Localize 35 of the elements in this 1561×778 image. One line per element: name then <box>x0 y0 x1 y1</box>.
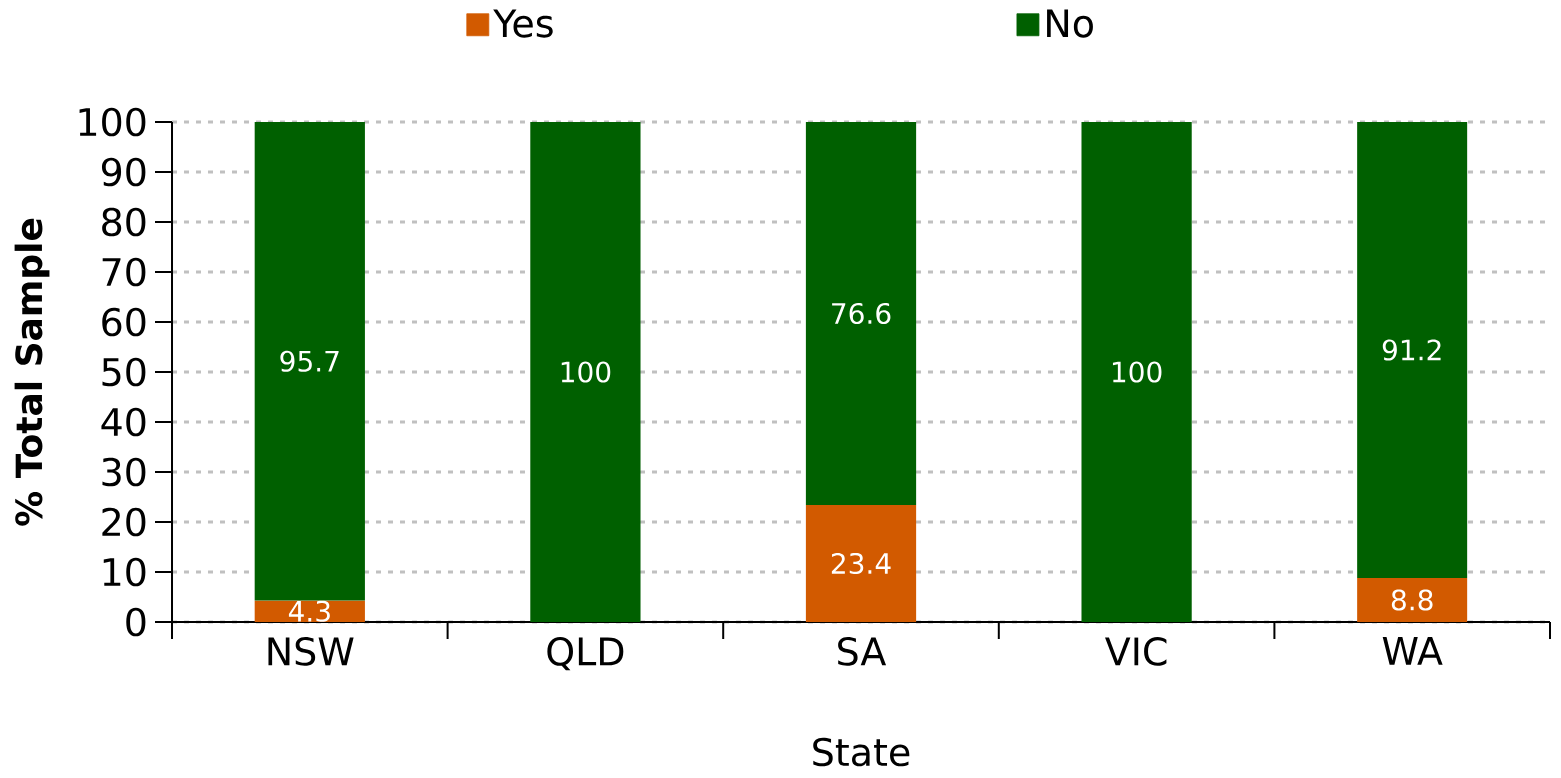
legend-label: No <box>1047 9 1093 38</box>
y-axis-title: % Total Sample <box>14 218 50 526</box>
bar <box>254 122 365 601</box>
bar <box>530 122 641 622</box>
bar <box>1357 578 1468 622</box>
y-tick-label: 0 <box>126 607 146 637</box>
y-tick-label: 20 <box>102 507 146 537</box>
y-tick-label: 30 <box>102 457 146 487</box>
data-label: 4.3 <box>288 600 330 622</box>
data-label: 8.8 <box>1391 589 1433 611</box>
y-tick-label: 10 <box>103 557 146 587</box>
y-tick-label: 100 <box>79 107 146 137</box>
bar <box>1357 122 1468 578</box>
bar <box>805 505 917 622</box>
y-tick-label: 90 <box>101 157 146 187</box>
data-label: 100 <box>1112 361 1162 383</box>
data-label: 76.6 <box>832 302 891 325</box>
x-tick-label: VIC <box>1105 637 1167 666</box>
bar <box>1081 122 1192 622</box>
y-tick-label: 40 <box>101 407 146 437</box>
y-tick-label: 60 <box>102 307 146 337</box>
y-tick-label: 80 <box>102 207 146 237</box>
x-tick-label: SA <box>838 637 887 666</box>
data-label: 23.4 <box>831 552 891 575</box>
y-tick-label: 50 <box>102 357 146 387</box>
x-axis-title: State <box>813 737 910 767</box>
legend-label: Yes <box>493 9 553 38</box>
data-label: 95.7 <box>280 350 339 372</box>
x-tick-label: NSW <box>268 637 354 666</box>
y-tick-label: 70 <box>102 257 146 287</box>
x-tick-label: WA <box>1382 637 1443 665</box>
data-label: 91.2 <box>1382 339 1441 361</box>
data-label: 100 <box>561 361 611 383</box>
bar <box>805 122 917 505</box>
x-tick-label: QLD <box>547 637 624 671</box>
